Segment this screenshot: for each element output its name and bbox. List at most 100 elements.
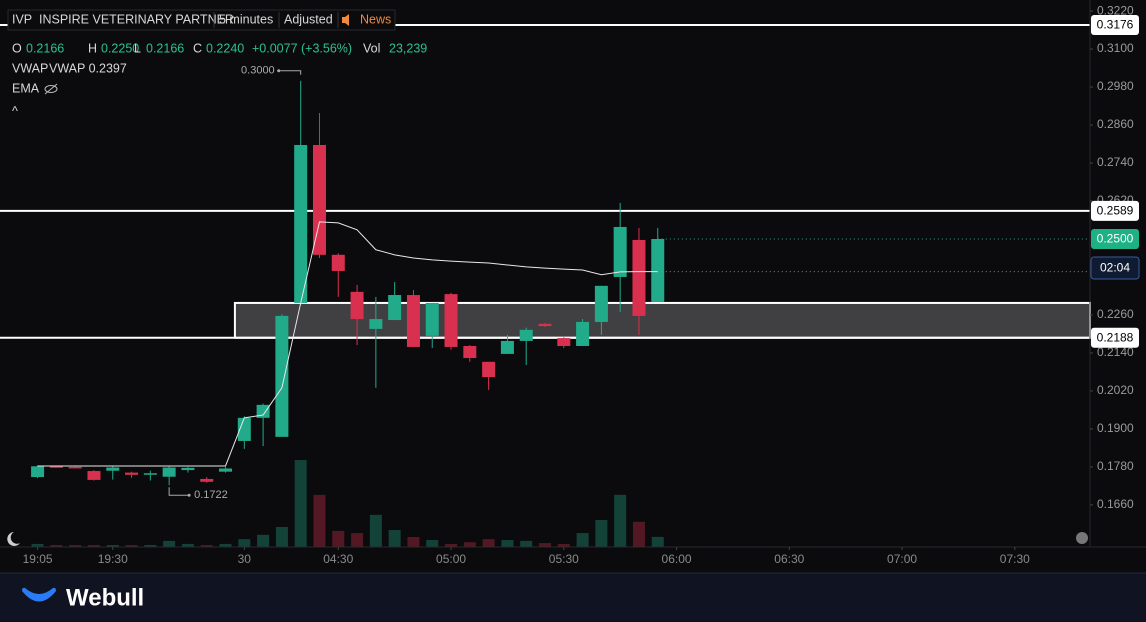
- price-tag: [1091, 15, 1139, 36]
- volume-bar: [388, 530, 401, 547]
- y-tick-label: 0.2140: [1097, 345, 1134, 359]
- symbol: IVP: [12, 12, 32, 26]
- collapse-toggle[interactable]: ^: [12, 104, 18, 118]
- candle-body: [125, 472, 139, 475]
- volume-bar: [106, 545, 119, 547]
- volume-bar: [144, 545, 157, 547]
- volume-bar: [87, 545, 100, 547]
- news-icon[interactable]: [342, 14, 349, 26]
- brand-logo: [22, 587, 56, 602]
- indicator-value: VWAP 0.2397: [49, 61, 127, 75]
- candle-body: [369, 319, 383, 329]
- volume-bar: [313, 494, 326, 547]
- candle-body: [200, 478, 214, 482]
- volume-bar: [426, 540, 439, 547]
- candle-body: [406, 295, 420, 347]
- volume-bar: [275, 527, 288, 547]
- countdown-tag: [1090, 256, 1140, 280]
- candle-body: [500, 340, 514, 354]
- x-tick-label: 30: [238, 552, 252, 566]
- y-tick-label: 0.2980: [1097, 79, 1134, 93]
- y-tick-label: 0.3220: [1097, 3, 1134, 17]
- volume-bar: [520, 540, 533, 547]
- candle-body: [219, 468, 233, 472]
- candle-body: [162, 467, 176, 477]
- y-tick-label: 0.2020: [1097, 383, 1134, 397]
- price-tag-label: 0.2188: [1097, 330, 1134, 344]
- candle-body: [557, 338, 571, 346]
- theme-icon[interactable]: [7, 532, 21, 546]
- indicator-name[interactable]: EMA: [12, 81, 40, 95]
- indicator-name[interactable]: VWAP: [12, 61, 48, 75]
- volume-value: 23,239: [389, 41, 427, 55]
- header-box: [7, 9, 396, 31]
- price-tag: [1091, 200, 1139, 221]
- x-tick-label: 06:30: [774, 552, 804, 566]
- y-tick-label: 0.1900: [1097, 421, 1134, 435]
- price-tag-label: 0.2589: [1097, 203, 1134, 217]
- x-tick-label: 07:00: [887, 552, 917, 566]
- change: +0.0077 (+3.56%): [252, 41, 352, 55]
- candle-body: [482, 361, 496, 378]
- candle-body: [312, 144, 326, 255]
- x-tick-label: 05:00: [436, 552, 466, 566]
- candle-body: [444, 294, 458, 347]
- candle-body: [275, 315, 289, 437]
- price-tag: [1091, 327, 1139, 348]
- volume-bar: [407, 537, 420, 547]
- annotation-leader: [168, 487, 190, 496]
- x-tick-label: 19:30: [98, 552, 128, 566]
- news[interactable]: News: [360, 12, 391, 26]
- candle-body: [632, 239, 646, 316]
- indicator-box: [8, 60, 132, 79]
- volume-bar: [31, 543, 44, 547]
- volume-bar: [539, 543, 551, 547]
- x-tick-label: 05:30: [549, 552, 579, 566]
- price-tag-label: 0.3176: [1097, 18, 1134, 32]
- y-tick-label: 0.1780: [1097, 459, 1134, 473]
- x-tick-label: 04:30: [323, 552, 353, 566]
- candle-body: [331, 254, 345, 271]
- volume-bar: [576, 533, 589, 547]
- annotation-label: 0.3000: [241, 65, 275, 77]
- interval[interactable]: 5 minutes: [219, 12, 273, 26]
- candle-body: [538, 323, 552, 327]
- volume-bar: [445, 543, 458, 547]
- volume-bar: [614, 494, 627, 547]
- volume-bar: [294, 460, 307, 547]
- volume-bar: [369, 514, 382, 547]
- quote-value: 0.2240: [206, 41, 244, 55]
- quote-key: O: [12, 41, 22, 55]
- volume-bar: [482, 539, 495, 547]
- volume-bar: [557, 543, 570, 547]
- company-name: INSPIRE VETERINARY PARTNER: [39, 12, 234, 26]
- footer: [0, 573, 1146, 622]
- x-tick-label: 06:00: [662, 552, 692, 566]
- volume-bar: [200, 545, 213, 547]
- candle-body: [256, 404, 270, 418]
- annotation-leader: [278, 70, 302, 75]
- adjustment[interactable]: Adjusted: [284, 12, 333, 26]
- price-tag: [1091, 228, 1139, 249]
- candle-body: [388, 295, 402, 321]
- volume-bar: [632, 521, 645, 547]
- volume-bar: [69, 545, 82, 547]
- candle-body: [613, 226, 627, 277]
- candle-body: [87, 471, 101, 480]
- quote-value: 0.2166: [146, 41, 184, 55]
- volume-bar: [50, 545, 63, 547]
- volume-bar: [351, 533, 364, 547]
- quote-value: 0.2250: [101, 41, 139, 55]
- settings-dot[interactable]: [1076, 532, 1088, 544]
- candle-body: [106, 467, 120, 471]
- volume-bar: [463, 542, 476, 547]
- volume-bar: [238, 539, 251, 547]
- x-tick-label: 19:05: [23, 552, 53, 566]
- candle-body: [237, 417, 251, 441]
- volume-bar: [163, 540, 176, 547]
- hidden-eye-icon[interactable]: [44, 83, 58, 95]
- annotation-dot: [187, 493, 191, 497]
